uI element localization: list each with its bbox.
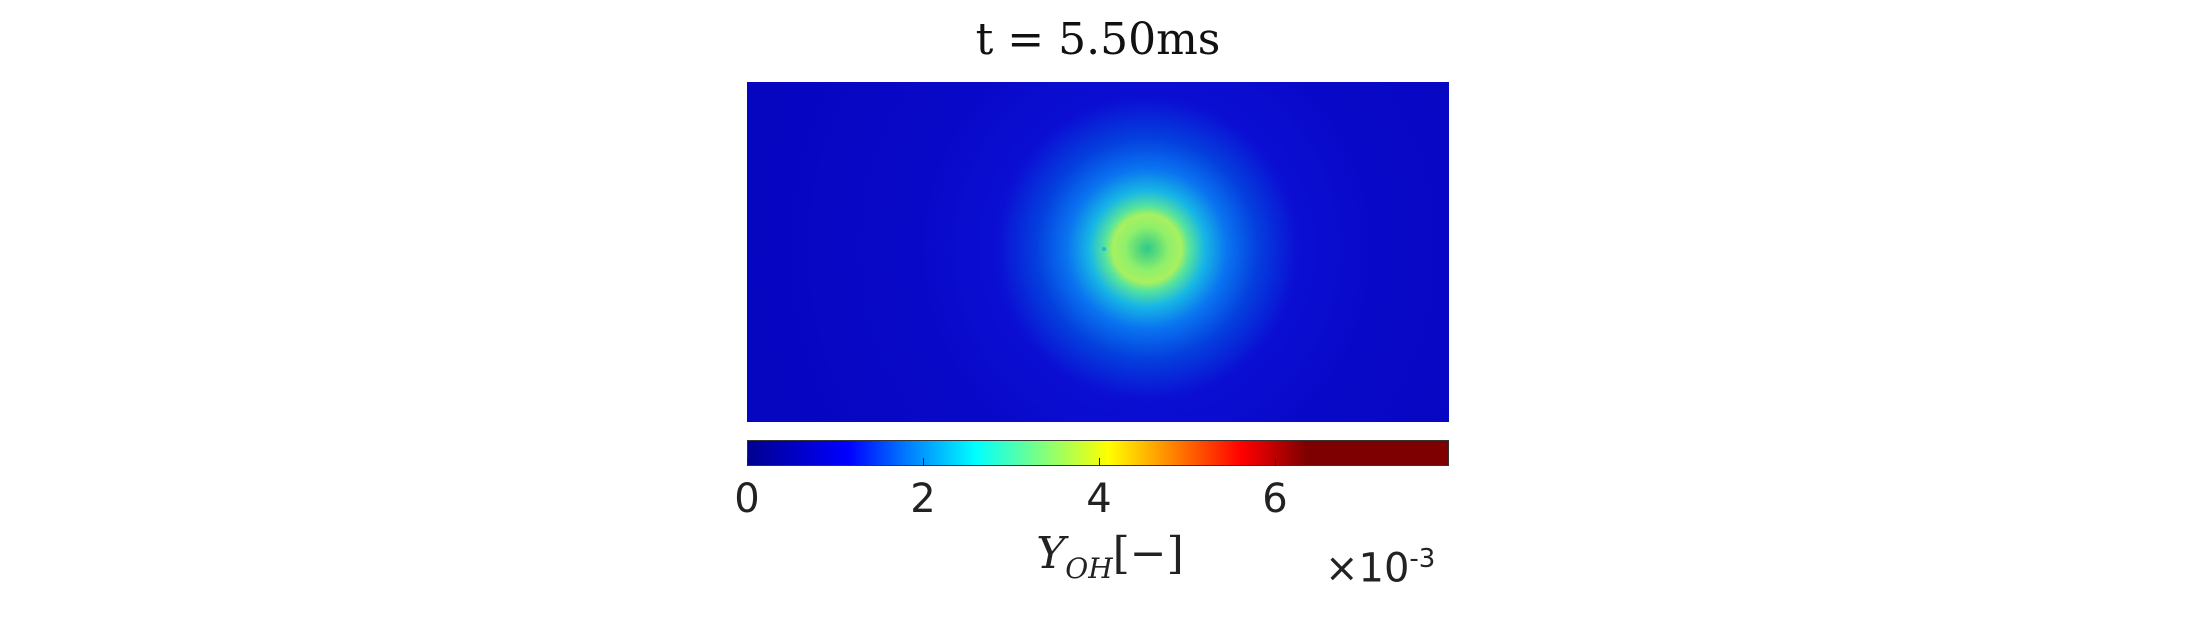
chart-title: t = 5.50ms: [975, 14, 1221, 65]
colorbar-tick-label-0: 0: [734, 476, 760, 522]
colorbar-tick-2: [923, 458, 924, 466]
colorbar-exponent-base: ×10: [1325, 545, 1410, 592]
colorbar-tick-label-4: 4: [1086, 476, 1112, 522]
colorbar-tick-label-2: 2: [910, 476, 936, 522]
colorbar-tick-label-6: 6: [1262, 476, 1288, 522]
colorbar: [747, 440, 1449, 466]
colorbar-label-sub: OH: [1065, 551, 1113, 585]
colorbar-label: YOH[−]: [1010, 528, 1210, 585]
colorbar-tick-4: [1099, 458, 1100, 466]
colorbar-label-var: Y: [1036, 528, 1066, 579]
heatmap-center-spot: [1102, 247, 1106, 251]
heatmap-plot: [747, 82, 1449, 422]
colorbar-exponent: ×10-3: [1325, 544, 1435, 591]
colorbar-label-unit: [−]: [1112, 528, 1184, 579]
colorbar-tick-0: [747, 458, 748, 466]
colorbar-tick-6: [1275, 458, 1276, 466]
colorbar-ticks: [747, 440, 1449, 466]
colorbar-exponent-power: -3: [1409, 544, 1436, 574]
